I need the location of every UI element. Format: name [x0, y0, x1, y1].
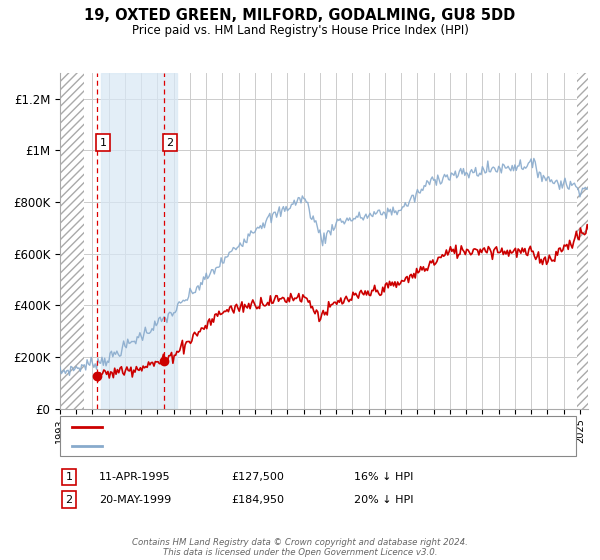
Text: Contains HM Land Registry data © Crown copyright and database right 2024.
This d: Contains HM Land Registry data © Crown c…	[132, 538, 468, 557]
Text: 1: 1	[100, 138, 106, 148]
Text: 1: 1	[65, 472, 73, 482]
Text: 19, OXTED GREEN, MILFORD, GODALMING, GU8 5DD: 19, OXTED GREEN, MILFORD, GODALMING, GU8…	[85, 8, 515, 24]
Bar	[60, 73, 85, 409]
Text: 19, OXTED GREEN, MILFORD, GODALMING, GU8 5DD (detached house): 19, OXTED GREEN, MILFORD, GODALMING, GU8…	[108, 422, 477, 432]
Text: HPI: Average price, detached house, Waverley: HPI: Average price, detached house, Wave…	[108, 441, 349, 450]
Text: 2: 2	[65, 494, 73, 505]
Text: £184,950: £184,950	[231, 494, 284, 505]
Text: Price paid vs. HM Land Registry's House Price Index (HPI): Price paid vs. HM Land Registry's House …	[131, 24, 469, 36]
Bar	[101, 73, 177, 409]
Text: 11-APR-1995: 11-APR-1995	[99, 472, 170, 482]
Text: 2: 2	[166, 138, 173, 148]
Text: 20-MAY-1999: 20-MAY-1999	[99, 494, 171, 505]
Text: 20% ↓ HPI: 20% ↓ HPI	[354, 494, 413, 505]
Text: 16% ↓ HPI: 16% ↓ HPI	[354, 472, 413, 482]
Text: £127,500: £127,500	[231, 472, 284, 482]
Bar	[577, 73, 588, 409]
